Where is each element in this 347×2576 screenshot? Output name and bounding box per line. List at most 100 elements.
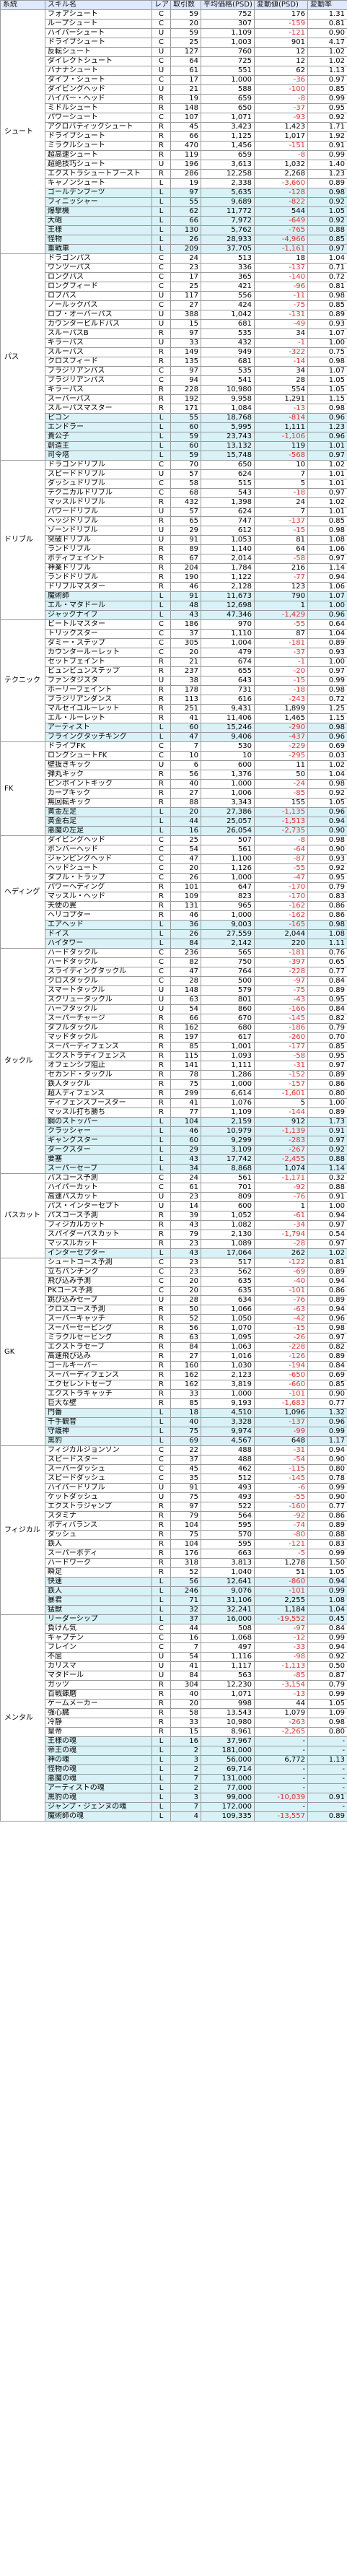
change-rate-cell: 1.00	[307, 657, 347, 667]
trade-count-cell: 20	[170, 1286, 201, 1296]
skill-name-cell: スーパーセーブ	[45, 1164, 152, 1174]
trade-count-cell: 304	[170, 1680, 201, 1690]
trade-count-cell: 77	[170, 1108, 201, 1118]
change-value-cell: 1,032	[254, 160, 308, 170]
table-row: パワーシュート C 107 1,071 -93 0.92	[1, 113, 347, 123]
table-row: ガッツ R 304 12,230 -3,154 0.79	[1, 1680, 347, 1690]
rarity-cell: L	[151, 1802, 171, 1812]
trade-count-cell: 27	[170, 788, 201, 799]
trade-count-cell: 25	[170, 38, 201, 48]
change-value-cell: -165	[254, 920, 308, 930]
table-row: パス ドラゴンパス C 24 513 18 1.04	[0, 253, 347, 461]
change-value-cell: -660	[254, 1380, 308, 1390]
table-row: 暴君 L 71 31,106 2,255 1.08	[1, 1596, 347, 1606]
skill-name-cell: ダイブ・シュート	[45, 75, 152, 85]
change-value-cell: -170	[254, 882, 308, 892]
avg-price-cell: 1,050	[201, 1314, 255, 1324]
skill-name-cell: カリスマ	[45, 1661, 152, 1671]
trade-count-cell: 186	[170, 619, 201, 630]
trade-count-cell: 22	[170, 1445, 201, 1455]
avg-price-cell: 9,003	[201, 920, 255, 930]
change-rate-cell: -	[307, 1802, 347, 1812]
trade-count-cell: 54	[170, 845, 201, 855]
change-value-cell: -13	[254, 1689, 308, 1700]
skill-name-cell: ヘッジドリブル	[45, 516, 152, 526]
avg-price-cell: 172,000	[201, 1802, 255, 1812]
change-rate-cell: 0.97	[307, 554, 347, 564]
table-row: フィニッシャー L 55 9,689 -822 0.92	[1, 197, 347, 207]
skill-name-cell: ヘッドシュート	[45, 863, 152, 874]
change-rate-cell: 0.92	[307, 1145, 347, 1155]
change-value-cell: 912	[254, 1117, 308, 1127]
change-rate-cell: 1.50	[307, 1558, 347, 1568]
trade-count-cell: 18	[170, 1408, 201, 1418]
trade-count-cell: 299	[170, 1089, 201, 1099]
trade-count-cell: 47	[170, 854, 201, 864]
rarity-cell: L	[151, 1117, 171, 1127]
trade-count-cell: 34	[170, 1164, 201, 1174]
trade-count-cell: 7	[170, 1642, 201, 1653]
avg-price-cell: 5,635	[201, 188, 255, 198]
avg-price-cell: 56,000	[201, 1755, 255, 1765]
skill-name-cell: 大砲	[45, 216, 152, 226]
change-rate-cell: 0.70	[307, 1032, 347, 1043]
skill-name-cell: アーティスト	[45, 723, 152, 733]
rarity-cell: L	[151, 1136, 171, 1146]
table-row: エクストラジャンプ R 97 522 -160 0.77	[1, 1502, 347, 1512]
table-row: ジャンピングヘッド C 47 1,100 -87 0.93	[1, 854, 347, 864]
rarity-cell: R	[151, 94, 171, 104]
rarity-cell: R	[151, 1549, 171, 1559]
table-row: 立ちパンチング C 23 562 -69 0.89	[1, 1267, 347, 1277]
skill-name-cell: 壁抜きキック	[45, 760, 152, 770]
change-value-cell: -61	[254, 1211, 308, 1221]
change-value-cell: 1,111	[254, 422, 308, 432]
change-value-cell: 790	[254, 591, 308, 601]
table-row: ゾーンドリブル U 29 612 -15 0.98	[1, 526, 347, 536]
trade-count-cell: 66	[170, 216, 201, 226]
skill-name-cell: スルーパスマスター	[45, 404, 152, 414]
change-rate-cell: 0.94	[307, 573, 347, 583]
change-rate-cell: 1.04	[307, 1605, 347, 1615]
change-value-cell: 123	[254, 582, 308, 592]
rarity-cell: R	[151, 169, 171, 179]
avg-price-cell: 541	[201, 375, 255, 386]
change-rate-cell: 0.83	[307, 1539, 347, 1549]
trade-count-cell: 46	[170, 582, 201, 592]
table-row: ダークスター L 29 3,109 -267 0.92	[1, 1145, 347, 1155]
trade-count-cell: 3	[170, 1793, 201, 1803]
change-rate-cell: 1.07	[307, 366, 347, 376]
change-rate-cell: 1.07	[307, 328, 347, 339]
avg-price-cell: 655	[201, 666, 255, 676]
skill-name-cell: 黒豹の魂	[45, 1793, 152, 1803]
skill-name-cell: 百戦錬磨	[45, 1689, 152, 1700]
skill-name-cell: オフェンシブ阻止	[45, 1061, 152, 1071]
change-value-cell: -49	[254, 319, 308, 329]
trade-count-cell: 20	[170, 1699, 201, 1709]
trade-count-cell: 82	[170, 957, 201, 967]
change-rate-cell: 1.08	[307, 1596, 347, 1606]
table-row: スタミナ R 79 564 -92 0.86	[1, 1511, 347, 1521]
skill-name-cell: 爆撃機	[45, 206, 152, 217]
rarity-cell: L	[151, 1605, 171, 1615]
skill-name-cell: 悪魔の魂	[45, 1774, 152, 1784]
table-row: ダッシュ R 75 570 -80 0.88	[1, 1530, 347, 1540]
change-rate-cell: 0.89	[307, 178, 347, 188]
change-value-cell: 2,255	[254, 1596, 308, 1606]
avg-price-cell: 764	[201, 967, 255, 977]
rarity-cell: R	[151, 1314, 171, 1324]
change-rate-cell: 1.02	[307, 460, 347, 470]
rarity-cell: L	[151, 1765, 171, 1775]
change-rate-cell: 0.84	[307, 976, 347, 986]
avg-price-cell: 47,346	[201, 610, 255, 620]
change-value-cell: -822	[254, 197, 308, 207]
category-cell: パス	[0, 253, 45, 461]
trade-count-cell: 29	[170, 1145, 201, 1155]
skill-name-cell: ケットダッシュ	[45, 1492, 152, 1502]
trade-count-cell: 25	[170, 835, 201, 845]
skill-name-cell: スーパーボディ	[45, 1549, 152, 1559]
change-value-cell: -3,660	[254, 178, 308, 188]
rarity-cell: L	[151, 1436, 171, 1446]
skill-name-cell: 鉄人タックル	[45, 1079, 152, 1089]
change-rate-cell: 0.80	[307, 1464, 347, 1474]
skill-name-cell: エクストラジャンプ	[45, 1502, 152, 1512]
